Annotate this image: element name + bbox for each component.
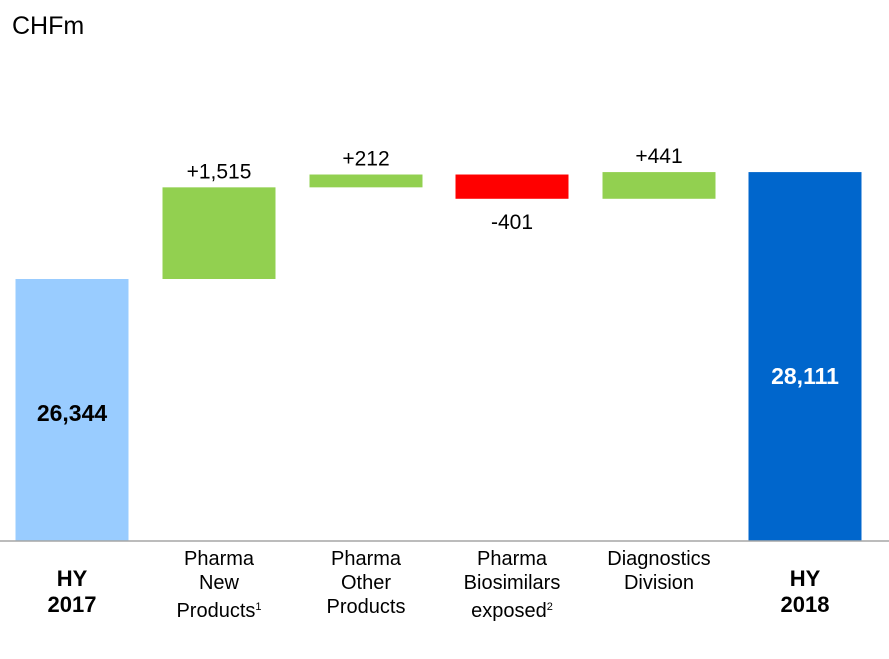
unit-label: CHFm bbox=[12, 12, 85, 40]
bar-label-pharma_new: +1,515 bbox=[187, 160, 252, 183]
category-label-diagnostics: Diagnostics Division bbox=[607, 548, 711, 594]
bar-label-diagnostics: +441 bbox=[635, 145, 682, 168]
bar-label-hy2017: 26,344 bbox=[37, 400, 108, 426]
bar-label-pharma_biosim: -401 bbox=[491, 211, 533, 234]
bar-label-pharma_other: +212 bbox=[342, 148, 389, 171]
bar-pharma_new bbox=[162, 187, 276, 279]
category-label-hy2017: HY 2017 bbox=[47, 566, 97, 617]
category-label-pharma_biosim: Pharma Biosimilars exposed2 bbox=[463, 548, 561, 622]
bar-diagnostics bbox=[602, 172, 716, 199]
bar-pharma_other bbox=[309, 174, 423, 188]
bar-hy2017 bbox=[15, 279, 129, 541]
bar-label-hy2018: 28,111 bbox=[771, 363, 839, 389]
category-label-pharma_other: Pharma Other Products bbox=[326, 548, 406, 618]
bar-pharma_biosim bbox=[455, 174, 569, 199]
category-label-hy2018: HY 2018 bbox=[780, 566, 830, 617]
category-label-pharma_new: Pharma New Products1 bbox=[176, 548, 262, 622]
bar-hy2018 bbox=[748, 172, 862, 541]
